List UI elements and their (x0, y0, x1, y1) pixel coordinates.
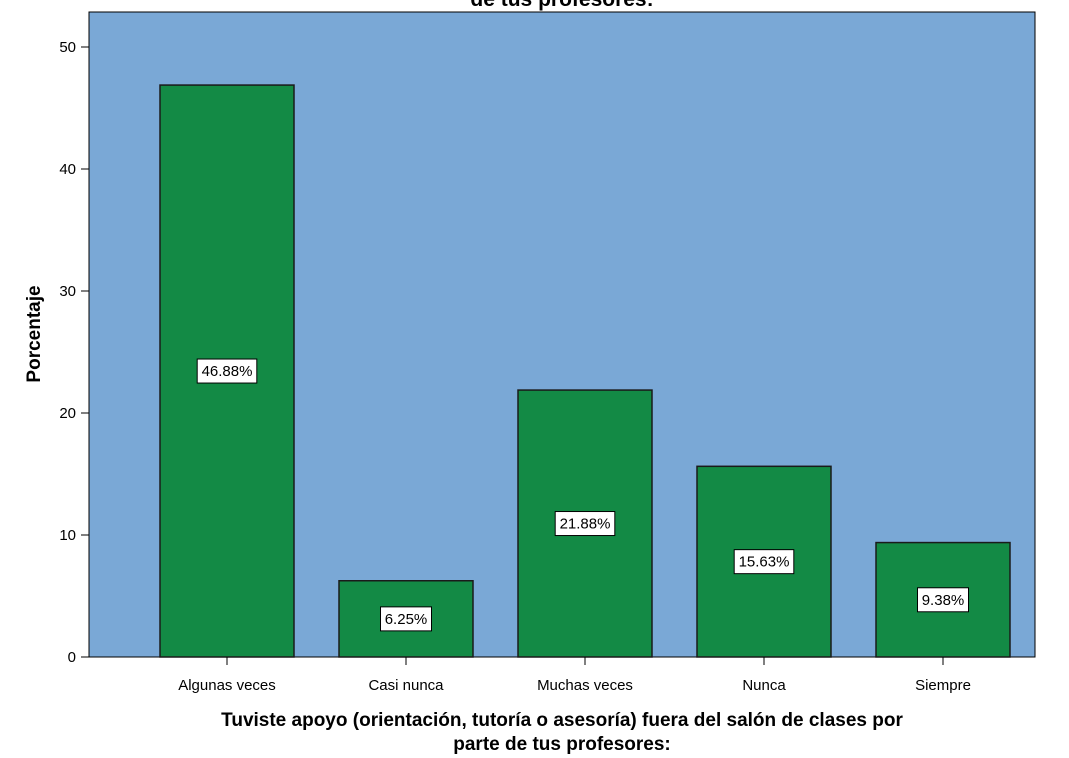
x-axis-label-line-1: Tuviste apoyo (orientación, tutoría o as… (221, 710, 903, 731)
x-tick-label: Algunas veces (178, 677, 276, 694)
x-tick-label: Siempre (915, 677, 971, 694)
x-axis-label-line-2: parte de tus profesores: (453, 734, 671, 755)
y-tick-label: 10 (59, 527, 76, 544)
bar-value-label: 46.88% (202, 363, 253, 380)
y-tick-label: 50 (59, 39, 76, 56)
y-tick-label: 0 (68, 649, 76, 666)
y-tick-label: 30 (59, 283, 76, 300)
y-axis-label: Porcentaje (24, 285, 45, 382)
bar-value-label-box (196, 358, 258, 384)
bar-value-label: 15.63% (739, 554, 790, 571)
bar-value-label-box (380, 606, 432, 632)
x-tick-label: Muchas veces (537, 677, 633, 694)
bar-value-label-box (917, 587, 969, 613)
bar-value-label-box (733, 549, 795, 575)
bar-value-label: 21.88% (560, 516, 611, 533)
bar-value-label: 6.25% (385, 611, 428, 628)
bar-value-label: 9.38% (922, 592, 965, 609)
y-tick-label: 40 (59, 161, 76, 178)
x-tick-label: Nunca (742, 677, 786, 694)
y-tick-label: 20 (59, 405, 76, 422)
x-tick-label: Casi nunca (368, 677, 444, 694)
chart-title: de tus profesores: (470, 0, 653, 11)
bar-value-label-box (554, 511, 616, 537)
